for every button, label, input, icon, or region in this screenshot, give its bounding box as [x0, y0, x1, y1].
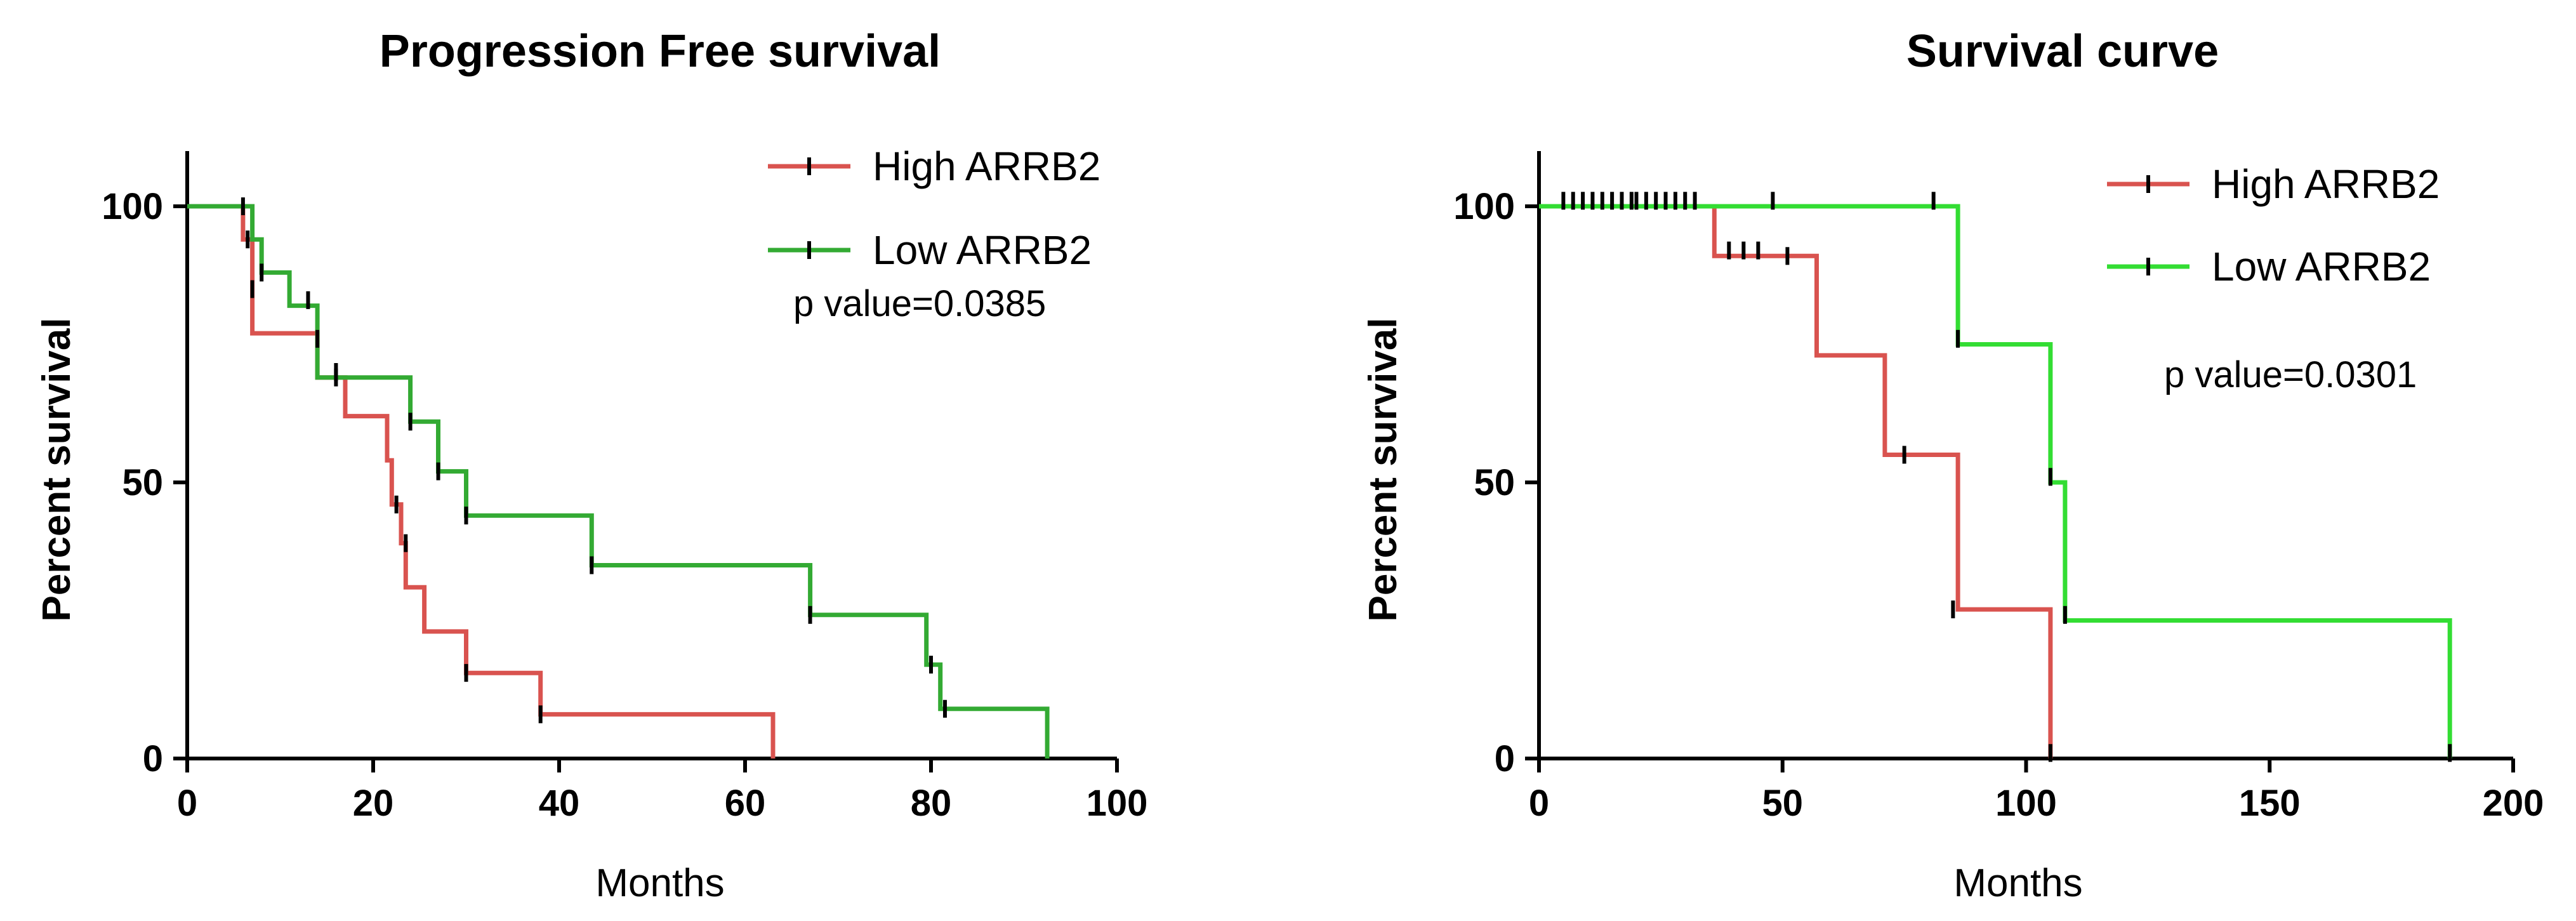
pfs-p-value: p value=0.0385	[793, 283, 1046, 324]
os-legend-label: High ARRB2	[2212, 161, 2440, 207]
pfs-ticks: 0 20 40 60 80 100 0 50 100	[102, 186, 1147, 824]
os-y-tick-label: 0	[1495, 738, 1515, 779]
os-y-tick-label: 50	[1474, 462, 1515, 503]
os-x-tick-label: 50	[1762, 783, 1803, 824]
os-x-tick-label: 0	[1529, 783, 1549, 824]
pfs-y-axis-label: Percent survival	[35, 317, 79, 621]
pfs-axes	[185, 151, 1117, 760]
pfs-legend-label: Low ARRB2	[873, 227, 1092, 273]
os-axes	[1537, 151, 2513, 760]
os-title: Survival curve	[1906, 26, 2219, 77]
pfs-x-tick-label: 0	[177, 783, 197, 824]
os-x-tick-label: 150	[2239, 783, 2301, 824]
os-x-tick-label: 200	[2483, 783, 2544, 824]
pfs-chart: Progression Free survival Percent surviv…	[35, 26, 1147, 905]
pfs-x-tick-label: 20	[353, 783, 394, 824]
pfs-x-axis-label: Months	[595, 861, 724, 905]
os-legend: High ARRB2 Low ARRB2	[2107, 161, 2440, 289]
os-x-axis-label: Months	[1953, 861, 2082, 905]
pfs-y-tick-label: 50	[122, 462, 163, 503]
pfs-y-tick-label: 100	[102, 186, 163, 227]
os-y-tick-label: 100	[1453, 186, 1515, 227]
os-chart: Survival curve Percent survival Months 0…	[1361, 26, 2544, 905]
os-plot-area	[1539, 192, 2452, 762]
pfs-x-tick-label: 80	[911, 783, 952, 824]
pfs-x-tick-label: 60	[725, 783, 766, 824]
pfs-x-tick-label: 40	[539, 783, 580, 824]
pfs-legend-label: High ARRB2	[873, 143, 1100, 189]
os-x-tick-label: 100	[1995, 783, 2057, 824]
pfs-legend: High ARRB2 Low ARRB2	[768, 143, 1100, 273]
os-legend-label: Low ARRB2	[2212, 244, 2431, 289]
pfs-plot-area	[187, 197, 1050, 759]
os-series-high-arrb2-line	[1539, 204, 2053, 759]
pfs-title: Progression Free survival	[380, 26, 941, 77]
os-ticks: 0 50 100 150 200 0 50 100	[1453, 186, 2544, 824]
os-y-axis-label: Percent survival	[1361, 317, 1405, 621]
os-p-value: p value=0.0301	[2164, 354, 2417, 395]
pfs-series-high-arrb2-line	[187, 204, 776, 759]
pfs-x-tick-label: 100	[1087, 783, 1148, 824]
pfs-y-tick-label: 0	[143, 738, 163, 779]
